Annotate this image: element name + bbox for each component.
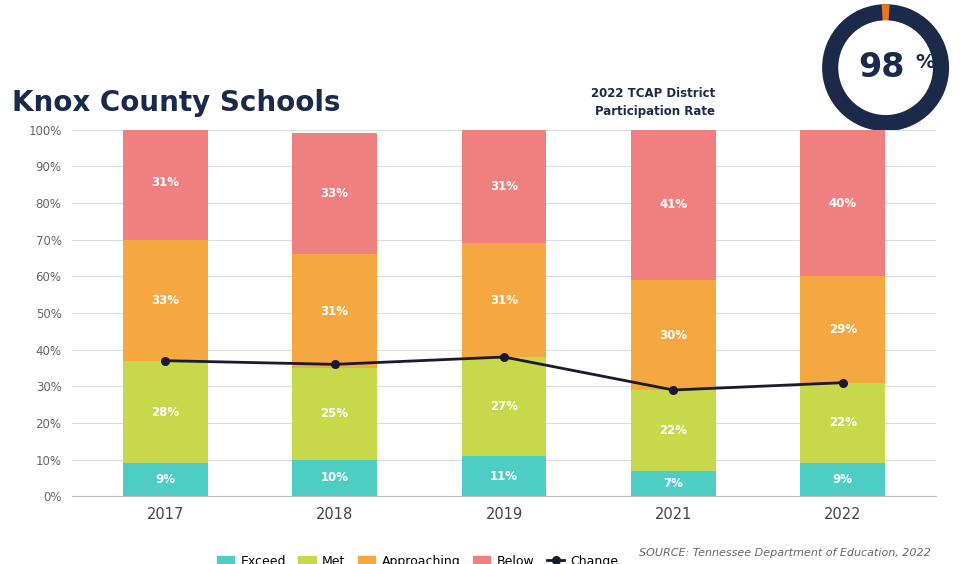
Text: 22%: 22%	[660, 424, 687, 437]
Text: Knox County Schools: Knox County Schools	[12, 89, 341, 117]
Bar	[123, 126, 207, 240]
Text: 31%: 31%	[151, 177, 180, 190]
Text: 29%: 29%	[828, 323, 857, 336]
Text: 30%: 30%	[660, 328, 687, 342]
Bar	[801, 382, 885, 464]
Bar	[292, 133, 377, 254]
Text: 27%: 27%	[490, 400, 518, 413]
Text: 2022 TCAP District
Participation Rate: 2022 TCAP District Participation Rate	[591, 87, 715, 118]
Bar	[631, 390, 716, 470]
Bar	[123, 240, 207, 361]
Wedge shape	[881, 4, 890, 21]
Legend: Exceed, Met, Approaching, Below, Change: Exceed, Met, Approaching, Below, Change	[211, 550, 624, 564]
Bar	[631, 470, 716, 496]
Text: 31%: 31%	[490, 180, 518, 193]
Text: 7%: 7%	[663, 477, 684, 490]
Text: 33%: 33%	[151, 294, 180, 307]
Bar	[801, 464, 885, 496]
Bar	[801, 130, 885, 276]
Circle shape	[822, 4, 949, 131]
Text: %: %	[916, 53, 935, 72]
Text: 9%: 9%	[156, 473, 175, 486]
Change	[837, 379, 849, 386]
Wedge shape	[822, 4, 949, 131]
Text: 31%: 31%	[321, 305, 348, 318]
Bar	[292, 254, 377, 368]
Bar	[292, 368, 377, 460]
Change	[667, 387, 679, 394]
Text: 98: 98	[858, 51, 905, 84]
Bar	[462, 357, 546, 456]
Text: 10%: 10%	[321, 472, 348, 484]
Text: 22%: 22%	[828, 416, 857, 430]
Text: MATH: MATH	[72, 17, 197, 55]
Change	[498, 354, 510, 360]
Circle shape	[839, 21, 932, 114]
Text: 25%: 25%	[321, 407, 348, 420]
Bar	[292, 460, 377, 496]
Bar	[801, 276, 885, 382]
Bar	[631, 130, 716, 280]
Text: 40%: 40%	[828, 196, 857, 210]
Text: 31%: 31%	[490, 294, 518, 307]
Bar	[462, 244, 546, 357]
Text: SOURCE: Tennessee Department of Education, 2022: SOURCE: Tennessee Department of Educatio…	[639, 548, 931, 558]
FancyBboxPatch shape	[16, 13, 52, 27]
Bar	[123, 361, 207, 464]
Change	[159, 358, 171, 364]
Text: 33%: 33%	[321, 187, 348, 200]
Text: 9%: 9%	[833, 473, 852, 486]
Text: 41%: 41%	[660, 199, 687, 212]
Bar	[631, 280, 716, 390]
Bar	[462, 456, 546, 496]
Change	[329, 361, 341, 368]
Bar	[462, 130, 546, 244]
Text: 11%: 11%	[490, 470, 518, 483]
Line: Change: Change	[161, 353, 847, 394]
Text: 28%: 28%	[151, 406, 180, 418]
Text: – All Students: – All Students	[211, 20, 469, 54]
Bar	[123, 464, 207, 496]
